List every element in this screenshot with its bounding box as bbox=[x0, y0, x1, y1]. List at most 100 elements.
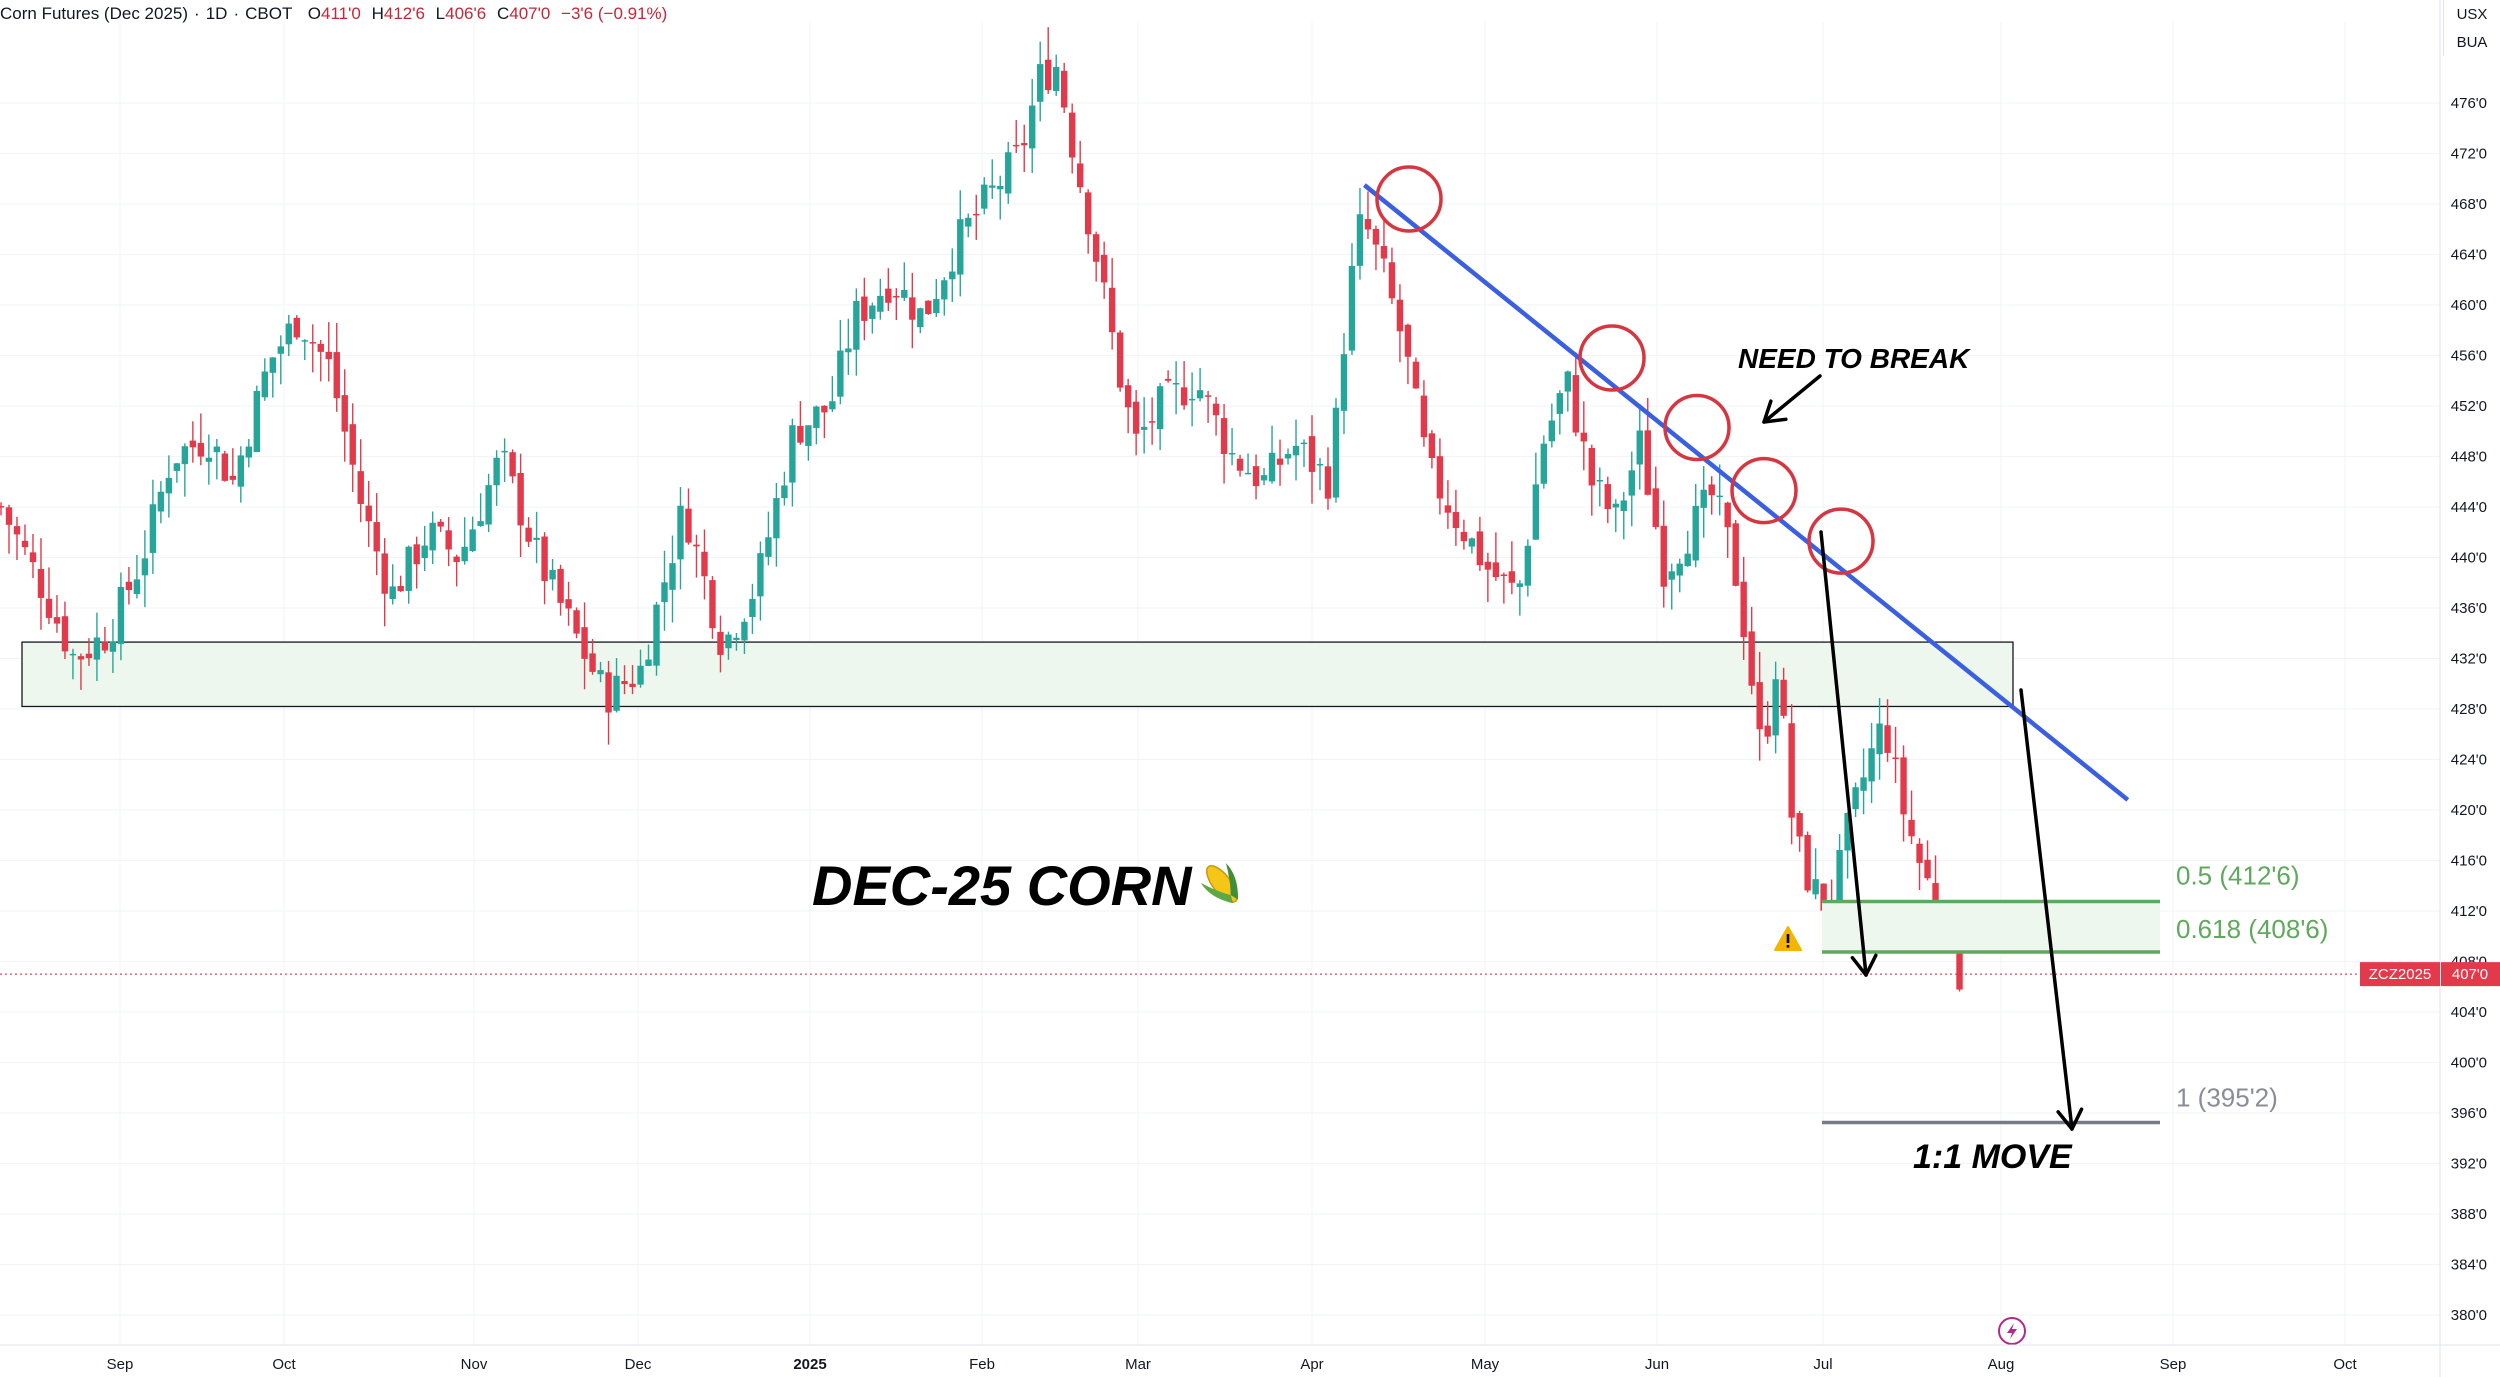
y-tick-label: 428'0 bbox=[2451, 701, 2487, 718]
candle-up bbox=[429, 511, 436, 565]
candle-up bbox=[1852, 782, 1859, 818]
candle-up bbox=[805, 425, 812, 461]
candle-up bbox=[533, 511, 540, 564]
candle-up bbox=[165, 455, 173, 518]
candle-body bbox=[1084, 192, 1092, 235]
candle-up bbox=[1037, 41, 1044, 122]
candle-up bbox=[1628, 451, 1635, 527]
candle-body bbox=[125, 581, 133, 591]
need-to-break-arrow bbox=[1762, 374, 1822, 424]
candle-body bbox=[1684, 553, 1691, 567]
candle-up bbox=[965, 213, 972, 238]
candle-body bbox=[373, 522, 380, 552]
candle-body bbox=[1140, 426, 1148, 430]
candle-body bbox=[605, 672, 612, 713]
candle-body bbox=[629, 683, 636, 688]
candle-body bbox=[1612, 503, 1619, 508]
candle-body bbox=[1212, 403, 1220, 416]
candle-body bbox=[1652, 488, 1659, 527]
x-tick-label: Mar bbox=[1125, 1356, 1151, 1373]
candle-body bbox=[437, 521, 444, 527]
candle-up bbox=[1812, 848, 1819, 900]
candle-up bbox=[941, 277, 948, 316]
candle-body bbox=[789, 425, 796, 483]
candle-up bbox=[637, 649, 644, 688]
candle-down bbox=[29, 533, 37, 579]
candle-down bbox=[1013, 119, 1020, 153]
candle-up bbox=[1564, 370, 1572, 412]
candle-down bbox=[1045, 27, 1052, 94]
candle-body bbox=[1100, 254, 1108, 283]
candle-down bbox=[1652, 466, 1659, 530]
candle-up bbox=[1188, 372, 1196, 427]
symbol-header[interactable]: Corn Futures (Dec 2025) · 1D · CBOT O411'0 H… bbox=[0, 4, 668, 23]
candle-body bbox=[1076, 163, 1084, 188]
symbol-name[interactable]: Corn Futures (Dec 2025) bbox=[0, 4, 189, 23]
candle-down bbox=[1388, 247, 1396, 304]
candle-up bbox=[1524, 539, 1532, 597]
candle-body bbox=[581, 627, 588, 659]
candle-up bbox=[733, 632, 740, 651]
candle-body bbox=[565, 599, 572, 609]
candle-down bbox=[1428, 430, 1436, 469]
x-tick-label: Nov bbox=[461, 1356, 488, 1373]
candle-down bbox=[373, 493, 380, 576]
interval[interactable]: 1D bbox=[205, 4, 228, 23]
candle-body bbox=[1236, 458, 1244, 471]
candle-body bbox=[1708, 484, 1715, 496]
candle-body bbox=[557, 568, 564, 603]
candle-up bbox=[845, 318, 852, 375]
candle-up bbox=[1548, 403, 1556, 448]
candle-body bbox=[893, 296, 900, 298]
candle-body bbox=[333, 352, 340, 399]
candle-down bbox=[357, 439, 364, 523]
candle-down bbox=[325, 322, 332, 382]
candle-body bbox=[1860, 777, 1867, 791]
candle-down bbox=[1444, 480, 1452, 529]
candle-body bbox=[1572, 375, 1580, 433]
candle-body bbox=[1068, 112, 1076, 158]
candle-down bbox=[1396, 284, 1404, 363]
candle-body bbox=[1180, 387, 1188, 406]
candle-body bbox=[1332, 407, 1340, 498]
candle-body bbox=[1444, 505, 1452, 513]
candle-down bbox=[565, 581, 572, 626]
candle-up bbox=[109, 618, 117, 674]
candle-body bbox=[1468, 538, 1476, 547]
candle-body bbox=[365, 505, 372, 522]
candle-body bbox=[21, 540, 29, 548]
unit-badge[interactable]: BUA bbox=[2443, 28, 2500, 56]
candle-down bbox=[333, 323, 340, 412]
candle-up bbox=[213, 438, 221, 480]
candle-body bbox=[653, 604, 660, 666]
candle-body bbox=[1644, 430, 1651, 495]
candle-body bbox=[1788, 723, 1795, 818]
candle-up bbox=[149, 479, 157, 574]
exchange: CBOT bbox=[245, 4, 293, 23]
candle-down bbox=[1604, 476, 1611, 524]
candle-body bbox=[77, 656, 85, 660]
candle-body bbox=[1316, 463, 1324, 466]
low-value: 406'6 bbox=[445, 4, 487, 23]
candle-body bbox=[533, 537, 540, 540]
currency-badge[interactable]: USX bbox=[2443, 0, 2500, 28]
candle-down bbox=[453, 554, 460, 587]
y-tick-label: 432'0 bbox=[2451, 651, 2487, 668]
candlestick-series bbox=[0, 27, 1963, 992]
y-tick-label: 388'0 bbox=[2451, 1206, 2487, 1223]
candle-body bbox=[1124, 385, 1132, 408]
candle-body bbox=[1292, 445, 1300, 456]
candle-body bbox=[469, 529, 476, 551]
candle-up bbox=[549, 558, 556, 591]
candle-body bbox=[405, 546, 412, 591]
candle-down bbox=[349, 403, 356, 492]
candle-body bbox=[1548, 420, 1556, 442]
lightning-icon[interactable] bbox=[1998, 1317, 2026, 1345]
candle-down bbox=[797, 401, 804, 445]
candle-body bbox=[869, 305, 876, 319]
candle-body bbox=[797, 425, 804, 443]
y-tick-label: 400'0 bbox=[2451, 1055, 2487, 1072]
candle-body bbox=[1796, 813, 1803, 837]
x-tick-label: Dec bbox=[625, 1356, 652, 1373]
